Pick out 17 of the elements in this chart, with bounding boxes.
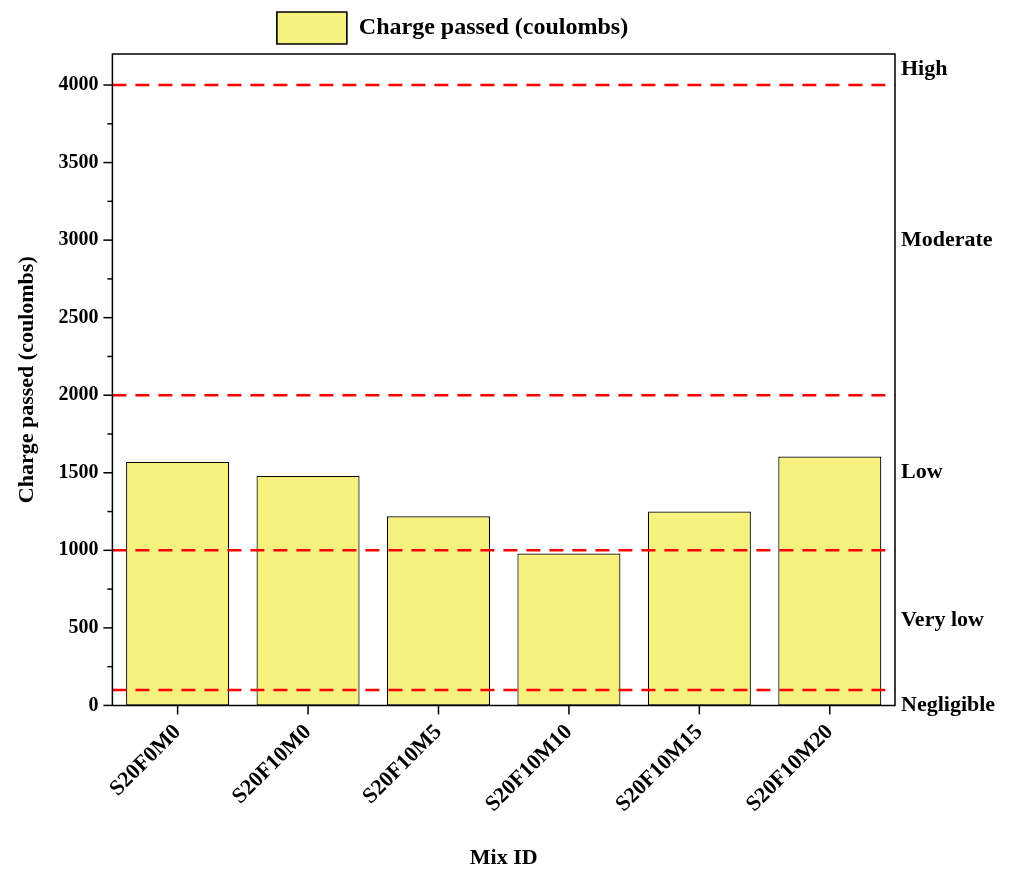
y-tick-label: 4000 (58, 72, 99, 95)
y-tick-label: 2500 (58, 304, 99, 327)
y-tick-label: 1000 (58, 537, 99, 560)
text: Moderate (901, 225, 993, 251)
y-tick-label: 500 (68, 615, 99, 638)
text: Very low (901, 605, 985, 631)
y-tick-label: 2000 (58, 382, 99, 405)
text: Negligible (901, 691, 996, 717)
y-tick-label: 1500 (58, 459, 99, 482)
y-tick-label: 3000 (58, 227, 99, 250)
y-tick-label: 3500 (58, 149, 99, 172)
legend-label: Charge passed (coulombs) (358, 13, 629, 40)
text: High (901, 55, 948, 81)
text: Low (901, 458, 943, 484)
y-axis-title: Charge passed (coulombs) (12, 256, 38, 504)
y-tick-label: 0 (88, 692, 99, 715)
x-axis-title: Mix ID (469, 844, 538, 870)
